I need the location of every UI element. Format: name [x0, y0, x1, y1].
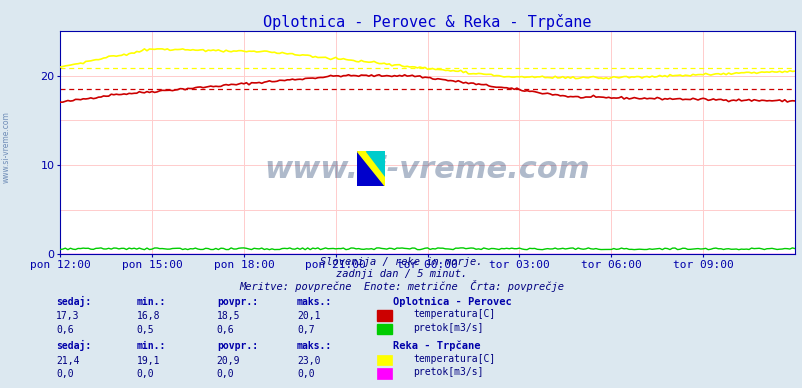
- Text: www.si-vreme.com: www.si-vreme.com: [2, 111, 11, 184]
- Text: 0,7: 0,7: [297, 324, 314, 334]
- Text: maks.:: maks.:: [297, 341, 332, 351]
- Text: 0,0: 0,0: [136, 369, 154, 379]
- Text: min.:: min.:: [136, 341, 166, 351]
- Polygon shape: [357, 151, 385, 186]
- Text: 0,5: 0,5: [136, 324, 154, 334]
- Text: 21,4: 21,4: [56, 355, 79, 365]
- Text: zadnji dan / 5 minut.: zadnji dan / 5 minut.: [335, 269, 467, 279]
- Text: 0,6: 0,6: [217, 324, 234, 334]
- Text: sedaj:: sedaj:: [56, 296, 91, 307]
- Text: temperatura[C]: temperatura[C]: [413, 309, 495, 319]
- Title: Oplotnica - Perovec & Reka - Trpčane: Oplotnica - Perovec & Reka - Trpčane: [263, 14, 591, 30]
- Text: 0,0: 0,0: [297, 369, 314, 379]
- Text: povpr.:: povpr.:: [217, 296, 257, 307]
- Polygon shape: [366, 151, 385, 176]
- Text: 18,5: 18,5: [217, 311, 240, 321]
- Text: 0,6: 0,6: [56, 324, 74, 334]
- Text: 16,8: 16,8: [136, 311, 160, 321]
- Text: Oplotnica - Perovec: Oplotnica - Perovec: [393, 296, 512, 307]
- Polygon shape: [357, 151, 385, 186]
- Text: min.:: min.:: [136, 296, 166, 307]
- Text: Reka - Trpčane: Reka - Trpčane: [393, 341, 480, 351]
- Text: 0,0: 0,0: [56, 369, 74, 379]
- Text: 19,1: 19,1: [136, 355, 160, 365]
- Text: www.si-vreme.com: www.si-vreme.com: [265, 155, 589, 184]
- Text: pretok[m3/s]: pretok[m3/s]: [413, 367, 484, 377]
- Text: 20,1: 20,1: [297, 311, 320, 321]
- Text: 23,0: 23,0: [297, 355, 320, 365]
- Text: Slovenija / reke in morje.: Slovenija / reke in morje.: [320, 256, 482, 267]
- Text: sedaj:: sedaj:: [56, 340, 91, 351]
- Text: 20,9: 20,9: [217, 355, 240, 365]
- Text: 0,0: 0,0: [217, 369, 234, 379]
- Text: povpr.:: povpr.:: [217, 341, 257, 351]
- Text: Meritve: povprečne  Enote: metrične  Črta: povprečje: Meritve: povprečne Enote: metrične Črta:…: [239, 280, 563, 292]
- Text: pretok[m3/s]: pretok[m3/s]: [413, 322, 484, 333]
- Text: 17,3: 17,3: [56, 311, 79, 321]
- Text: maks.:: maks.:: [297, 296, 332, 307]
- Text: temperatura[C]: temperatura[C]: [413, 353, 495, 364]
